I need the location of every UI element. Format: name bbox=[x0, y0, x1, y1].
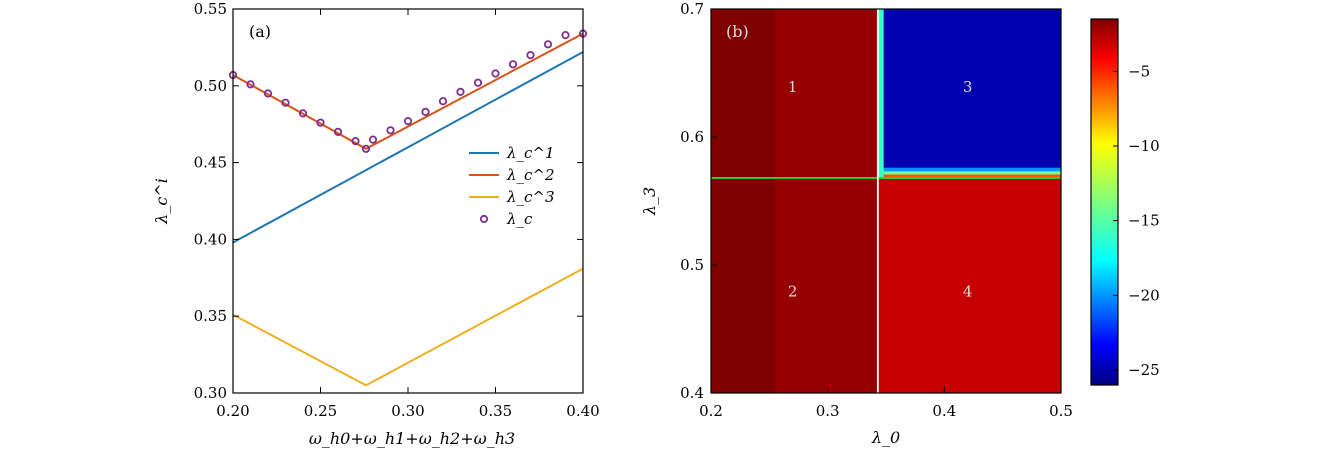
region-label-4: 4 bbox=[963, 283, 973, 301]
panel-a-xlabel: ω_h0+ω_h1+ω_h2+ω_h3 bbox=[309, 429, 515, 448]
x-tick-label: 0.35 bbox=[479, 402, 512, 420]
y-tick-label: 0.7 bbox=[680, 0, 704, 18]
colorbar-tick-label: −25 bbox=[1128, 361, 1160, 379]
data-point-lambda-c bbox=[456, 87, 465, 97]
panel-a-label: (a) bbox=[249, 22, 271, 41]
colorbar-tick-label: −5 bbox=[1128, 62, 1150, 80]
y-tick-label: 0.35 bbox=[194, 307, 227, 325]
panel-a-ticks: 0.20 0.25 0.30 0.35 0.40 0.30 0.35 0.40 0.45 0.50… bbox=[194, 0, 600, 420]
series-line-lambda-c3 bbox=[232, 267, 584, 387]
series-line-lambda-c1 bbox=[232, 51, 584, 244]
x-tick-label: 0.3 bbox=[816, 402, 840, 420]
data-point-lambda-c bbox=[526, 50, 535, 60]
data-point-lambda-c bbox=[491, 69, 500, 78]
heatmap-edge-cell bbox=[711, 9, 776, 393]
colorbar-tick-label: −15 bbox=[1128, 212, 1160, 230]
heatmap-transition-cell bbox=[877, 171, 1061, 175]
y-tick-label: 0.45 bbox=[194, 154, 227, 172]
legend-label: λ_c^1 bbox=[506, 144, 555, 162]
panel-b-heatmap bbox=[711, 9, 1061, 393]
y-tick-label: 0.50 bbox=[194, 77, 227, 95]
colorbar-gradient bbox=[1090, 18, 1119, 386]
data-point-lambda-c bbox=[333, 127, 343, 136]
panel-b-region-labels: 1 2 3 4 bbox=[788, 78, 973, 301]
panel-a: 0.20 0.25 0.30 0.35 0.40 0.30 0.35 0.40 0.45 0.50… bbox=[152, 0, 600, 448]
y-tick-label: 0.30 bbox=[194, 384, 227, 402]
data-point-lambda-c bbox=[438, 97, 448, 106]
panel-b-xlabel: λ_0 bbox=[871, 428, 900, 447]
panel-b-ticks: 0.2 0.3 0.4 0.5 0.4 0.5 0.6 0.7 bbox=[680, 0, 1073, 420]
x-tick-label: 0.30 bbox=[391, 402, 424, 420]
colorbar-tick-label: −20 bbox=[1128, 286, 1160, 304]
legend-label: λ_c^3 bbox=[506, 188, 555, 206]
data-point-lambda-c bbox=[281, 98, 290, 107]
region-label-1: 1 bbox=[788, 78, 798, 96]
x-tick-label: 0.25 bbox=[304, 402, 337, 420]
data-point-lambda-c bbox=[386, 126, 395, 135]
y-tick-label: 0.40 bbox=[194, 230, 227, 248]
heatmap-transition-cell bbox=[877, 167, 1061, 172]
legend-label: λ_c bbox=[506, 210, 533, 228]
data-point-lambda-c bbox=[351, 137, 360, 146]
region-label-2: 2 bbox=[788, 283, 798, 301]
y-tick-label: 0.6 bbox=[680, 128, 704, 146]
panel-a-legend: λ_c^1 λ_c^2 λ_c^3 λ_c bbox=[469, 144, 555, 228]
panel-a-series bbox=[232, 32, 584, 387]
data-point-lambda-c bbox=[368, 135, 378, 144]
panel-a-markers bbox=[228, 29, 588, 153]
data-point-lambda-c bbox=[473, 78, 483, 87]
data-point-lambda-c bbox=[561, 30, 570, 40]
panel-a-ylabel: λ_c^i bbox=[152, 178, 171, 225]
colorbar: −5 −10 −15 −20 −25 bbox=[1090, 18, 1160, 386]
y-tick-label: 0.4 bbox=[680, 384, 704, 402]
data-point-lambda-c bbox=[543, 40, 553, 49]
legend-swatch bbox=[479, 214, 489, 224]
data-point-lambda-c bbox=[403, 117, 413, 126]
y-tick-label: 0.5 bbox=[680, 256, 704, 274]
panel-b: 0.2 0.3 0.4 0.5 0.4 0.5 0.6 0.7 (b) 1 2 3 4 λ_0 λ_… bbox=[640, 0, 1073, 447]
heatmap-region-3 bbox=[877, 9, 1061, 178]
y-tick-label: 0.55 bbox=[194, 0, 227, 18]
heatmap-transition-cell bbox=[877, 9, 884, 178]
data-point-lambda-c bbox=[298, 109, 308, 118]
x-tick-label: 0.4 bbox=[932, 402, 956, 420]
x-tick-label: 0.20 bbox=[216, 402, 249, 420]
data-point-lambda-c bbox=[421, 107, 430, 117]
panel-b-frame bbox=[710, 8, 1062, 394]
x-tick-label: 0.40 bbox=[566, 402, 599, 420]
panel-b-label: (b) bbox=[726, 22, 749, 41]
region-label-3: 3 bbox=[963, 78, 973, 96]
data-point-lambda-c bbox=[361, 144, 371, 153]
colorbar-tick-label: −10 bbox=[1128, 137, 1160, 155]
panel-b-ylabel: λ_3 bbox=[640, 187, 659, 216]
x-tick-label: 0.5 bbox=[1049, 402, 1073, 420]
data-point-lambda-c bbox=[246, 80, 255, 89]
heatmap-region-4 bbox=[877, 177, 1061, 393]
data-point-lambda-c bbox=[508, 60, 518, 69]
colorbar-ticks: −5 −10 −15 −20 −25 bbox=[1113, 62, 1160, 379]
series-line-lambda-c2 bbox=[232, 32, 584, 150]
legend-label: λ_c^2 bbox=[506, 166, 555, 184]
data-point-lambda-c bbox=[316, 118, 325, 127]
data-point-lambda-c bbox=[263, 89, 273, 98]
heatmap-transition-cell bbox=[877, 174, 1061, 178]
x-tick-label: 0.2 bbox=[699, 402, 723, 420]
